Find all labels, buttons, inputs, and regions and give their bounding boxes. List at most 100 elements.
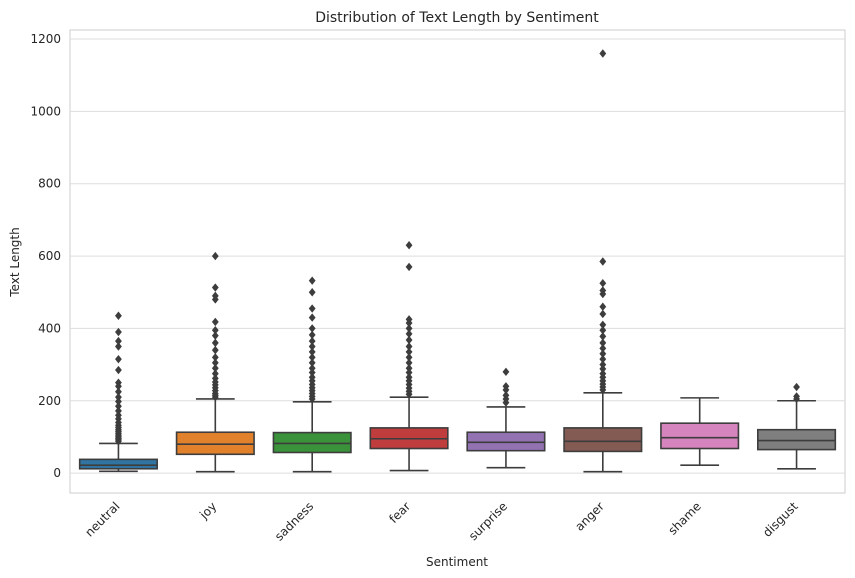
outlier-point: [211, 326, 219, 335]
box-sadness: [272, 276, 352, 473]
outlier-point: [599, 286, 607, 295]
outlier-point: [115, 387, 122, 396]
outlier-point: [115, 342, 122, 351]
y-tick-label: 1000: [30, 104, 61, 118]
chart-title: Distribution of Text Length by Sentiment: [315, 10, 599, 26]
outlier-point: [115, 397, 122, 406]
outlier-point: [599, 338, 607, 348]
outlier-point: [115, 401, 122, 411]
outlier-point: [405, 262, 413, 272]
y-tick-label: 600: [38, 249, 61, 263]
outlier-point: [405, 358, 413, 367]
x-axis-ticks: neutral joy sadness fear surprise anger shame d…: [82, 499, 801, 544]
x-tick-label: anger: [572, 499, 607, 534]
x-tick-label: joy: [196, 499, 219, 522]
outlier-point: [599, 349, 607, 358]
box-anger: [563, 49, 643, 473]
outlier-point: [599, 369, 607, 378]
outlier-point: [599, 326, 607, 335]
outlier-point: [502, 391, 510, 400]
x-tick-label: disgust: [760, 499, 801, 540]
outlier-point: [211, 374, 219, 383]
outlier-point: [308, 276, 316, 285]
outlier-point: [115, 406, 122, 416]
outlier-point: [405, 324, 413, 333]
outlier-point: [405, 364, 413, 373]
y-tick-label: 800: [38, 177, 61, 191]
outlier-point: [115, 378, 122, 387]
x-tick-label: neutral: [82, 499, 122, 539]
outlier-point: [211, 291, 219, 301]
outlier-point: [308, 342, 316, 351]
plot-area: [78, 49, 837, 473]
y-tick-label: 200: [38, 394, 61, 408]
outlier-point: [599, 279, 607, 288]
outlier-point: [308, 358, 316, 367]
outlier-point: [308, 373, 316, 382]
outlier-point: [115, 336, 122, 346]
outlier-point: [599, 320, 607, 330]
outlier-point: [308, 324, 316, 333]
gridlines: [69, 29, 846, 494]
box-fear: [369, 241, 449, 472]
outlier-point: [405, 342, 413, 351]
outlier-point: [211, 283, 219, 292]
outlier-point: [211, 358, 219, 367]
box-body: [563, 427, 643, 453]
y-tick-label: 1200: [30, 32, 61, 46]
x-axis-label: Sentiment: [426, 555, 488, 569]
box-body: [466, 431, 546, 452]
outlier-point: [211, 364, 219, 373]
x-tick-label: surprise: [466, 499, 510, 543]
outlier-point: [599, 49, 607, 58]
x-tick-label: sadness: [272, 499, 316, 543]
outlier-point: [405, 335, 413, 345]
outlier-point: [308, 336, 316, 346]
y-axis-label: Text Length: [8, 227, 22, 297]
box-joy: [175, 251, 255, 473]
outlier-point: [599, 354, 607, 364]
box-neutral: [78, 311, 158, 473]
box-disgust: [757, 382, 837, 470]
outlier-point: [115, 365, 122, 375]
outlier-point: [599, 302, 607, 311]
outlier-point: [793, 382, 800, 392]
outlier-point: [599, 332, 607, 341]
y-tick-label: 400: [38, 321, 61, 335]
box-body: [78, 458, 158, 470]
box-body: [660, 422, 740, 450]
outlier-point: [405, 368, 413, 377]
y-axis-ticks: 0 200 400 600 800 1000 1200: [30, 32, 61, 480]
outlier-point: [115, 392, 122, 402]
outlier-point: [405, 315, 413, 324]
outlier-point: [115, 311, 122, 320]
outlier-point: [405, 373, 413, 382]
outlier-point: [405, 353, 413, 362]
outlier-point: [308, 304, 316, 313]
outlier-point: [308, 347, 316, 357]
outlier-point: [599, 360, 607, 369]
outlier-point: [308, 313, 316, 322]
outlier-point: [599, 364, 607, 374]
outlier-point: [599, 309, 607, 319]
plot-frame: [69, 29, 846, 494]
outlier-point: [211, 353, 219, 362]
outlier-point: [211, 331, 219, 340]
outlier-point: [115, 354, 122, 364]
outlier-point: [211, 251, 219, 261]
box-body: [175, 431, 255, 456]
outlier-point: [405, 347, 413, 357]
outlier-point: [211, 338, 219, 348]
outlier-point: [405, 241, 413, 250]
box-body: [272, 431, 352, 454]
outlier-point: [599, 257, 607, 266]
outlier-point: [115, 327, 122, 337]
outlier-point: [308, 288, 316, 297]
outlier-point: [308, 353, 316, 362]
y-tick-label: 0: [53, 466, 61, 480]
x-tick-label: shame: [665, 499, 703, 537]
box-surprise: [466, 367, 546, 469]
outlier-point: [308, 330, 316, 340]
outlier-point: [502, 367, 510, 377]
outlier-point: [308, 368, 316, 377]
